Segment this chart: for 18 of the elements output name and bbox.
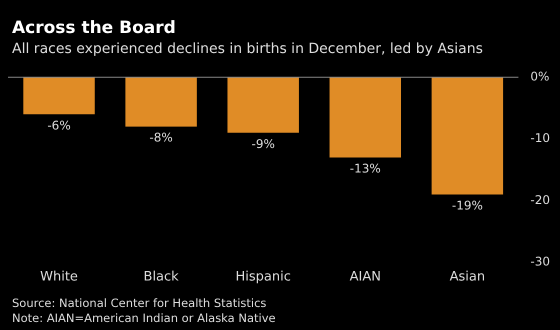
source-note: Source: National Center for Health Statistics [12, 296, 268, 311]
chart-title: Across the Board [12, 18, 176, 38]
y-tick-label: -30 [530, 254, 550, 269]
y-tick-label: -10 [530, 131, 550, 146]
x-tick-label: Asian [450, 270, 486, 285]
x-tick-label: AIAN [350, 270, 381, 285]
data-label: -13% [350, 162, 381, 176]
y-tick-label: 0% [530, 69, 550, 84]
chart-subtitle: All races experienced declines in births in December, led by Asians [12, 41, 483, 57]
x-tick-label: White [40, 270, 78, 285]
y-tick-label: -20 [530, 192, 550, 207]
x-tick-label: Black [144, 270, 180, 285]
data-label: -6% [47, 118, 71, 132]
x-tick-label: Hispanic [236, 270, 291, 285]
data-label: -9% [252, 136, 275, 151]
text: Note: AIAN=American Indian or Alaska Native [12, 311, 276, 326]
data-label: -8% [149, 130, 173, 145]
data-label: -19% [452, 198, 483, 213]
